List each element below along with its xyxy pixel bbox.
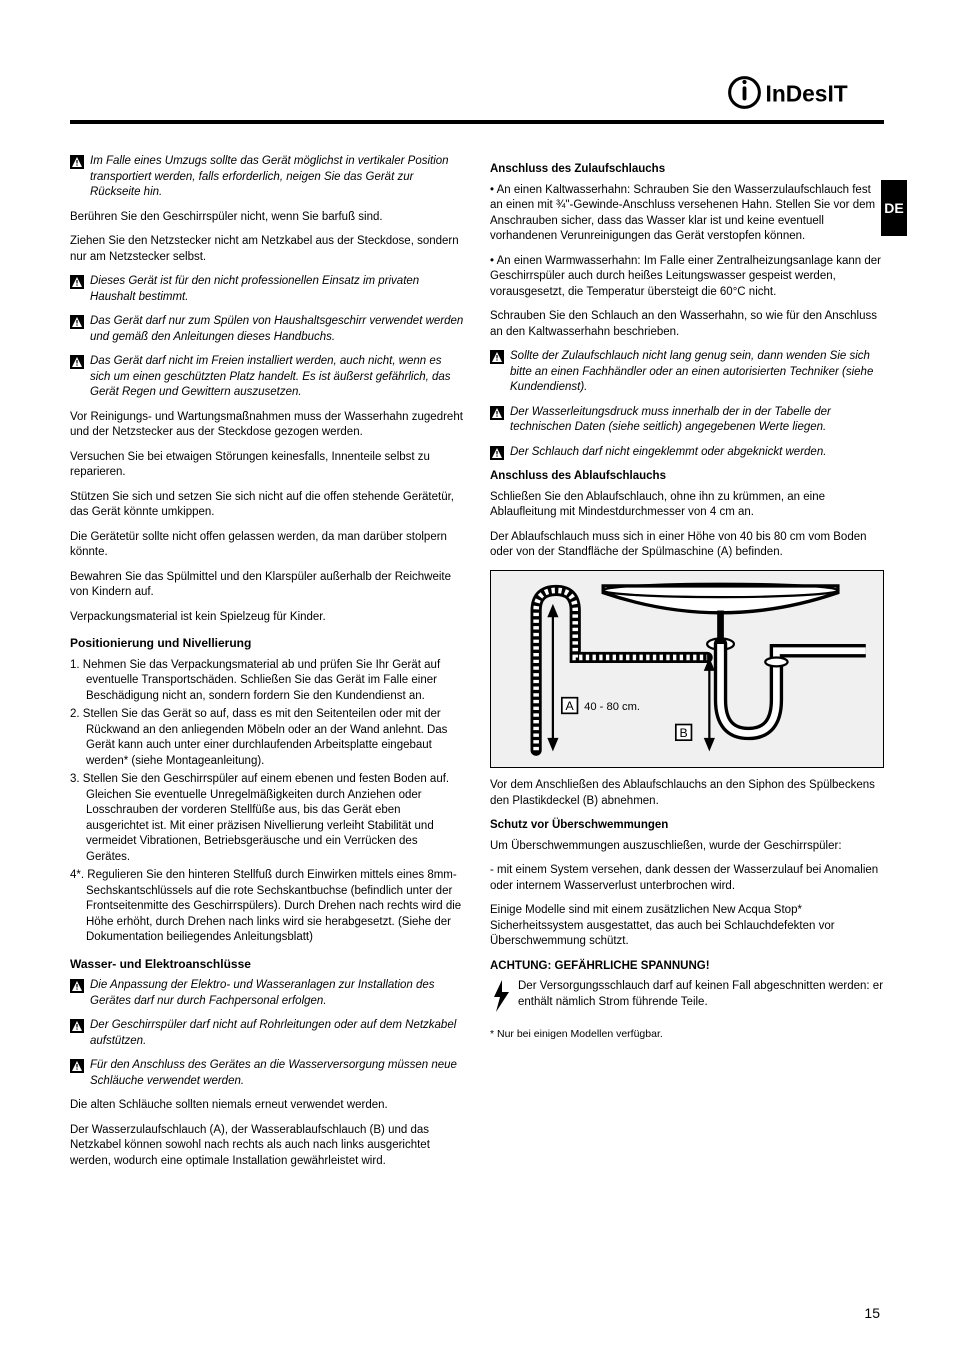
warning-icon: [490, 406, 504, 420]
content-columns: Im Falle eines Umzugs sollte das Gerät m…: [70, 154, 884, 1178]
body-text: • An einen Warmwasserhahn: Im Falle eine…: [490, 254, 884, 301]
svg-text:A: A: [566, 699, 575, 713]
warning-icon: [490, 446, 504, 460]
body-text: Berühren Sie den Geschirrspüler nicht, w…: [70, 210, 464, 226]
body-text: Der Versorgungsschlauch darf auf keinen …: [518, 979, 884, 1010]
section-heading: Wasser- und Elektroanschlüsse: [70, 956, 464, 972]
left-column: Im Falle eines Umzugs sollte das Gerät m…: [70, 154, 464, 1178]
warn-text: Das Gerät darf nur zum Spülen von Hausha…: [90, 314, 464, 345]
numbered-list: 1. Nehmen Sie das Verpackungsmaterial ab…: [70, 658, 464, 946]
drain-hose-diagram-icon: A 40 - 80 cm. B: [497, 577, 877, 756]
svg-text:InDesIT: InDesIT: [765, 80, 847, 106]
body-text: Verpackungsmaterial ist kein Spielzeug f…: [70, 610, 464, 626]
warn-text: Der Schlauch darf nicht eingeklemmt oder…: [510, 445, 884, 461]
body-text: Um Überschwemmungen auszuschließen, wurd…: [490, 839, 884, 855]
warning-icon: [70, 275, 84, 289]
warn-text: Für den Anschluss des Gerätes an die Was…: [90, 1058, 464, 1089]
body-text: Vor Reinigungs- und Wartungsmaßnahmen mu…: [70, 410, 464, 441]
body-text: Der Ablaufschlauch muss sich in einer Hö…: [490, 530, 884, 561]
header-rule: [70, 120, 884, 124]
list-item: 2. Stellen Sie das Gerät so auf, dass es…: [70, 707, 464, 769]
body-text: Bewahren Sie das Spülmittel und den Klar…: [70, 570, 464, 601]
brand-logo: InDesIT: [727, 75, 885, 110]
right-column: Anschluss des Zulaufschlauchs • An einen…: [490, 154, 884, 1178]
body-text: Die alten Schläuche sollten niemals erne…: [70, 1098, 464, 1114]
warn-text: Im Falle eines Umzugs sollte das Gerät m…: [90, 154, 464, 201]
warning-icon: [70, 315, 84, 329]
warn-text: Das Gerät darf nicht im Freien installie…: [90, 354, 464, 401]
warn-text: Der Geschirrspüler darf nicht auf Rohrle…: [90, 1018, 464, 1049]
list-item: 3. Stellen Sie den Geschirrspüler auf ei…: [70, 772, 464, 865]
warn-text: Die Anpassung der Elektro- und Wasseranl…: [90, 978, 464, 1009]
subheading: Anschluss des Zulaufschlauchs: [490, 162, 884, 178]
body-text: Schrauben Sie den Schlauch an den Wasser…: [490, 309, 884, 340]
page-number: 15: [864, 1305, 880, 1321]
body-text: Einige Modelle sind mit einem zusätzlich…: [490, 903, 884, 950]
section-heading: Positionierung und Nivellierung: [70, 635, 464, 651]
footnote: * Nur bei einigen Modellen verfügbar.: [490, 1027, 884, 1041]
body-text: Versuchen Sie bei etwaigen Störungen kei…: [70, 450, 464, 481]
body-text: Der Wasserzulaufschlauch (A), der Wasser…: [70, 1123, 464, 1170]
warning-icon: [70, 155, 84, 169]
high-voltage-icon: [490, 979, 512, 1013]
body-text: Schließen Sie den Ablaufschlauch, ohne i…: [490, 490, 884, 521]
warning-icon: [70, 979, 84, 993]
page: InDesIT DE Im Falle eines Umzugs sollte …: [0, 0, 954, 1351]
warning-icon: [70, 1059, 84, 1073]
list-item: 1. Nehmen Sie das Verpackungsmaterial ab…: [70, 658, 464, 705]
subheading: Schutz vor Überschwemmungen: [490, 818, 884, 834]
body-text: - mit einem System versehen, dank dessen…: [490, 863, 884, 894]
body-text: Die Gerätetür sollte nicht offen gelasse…: [70, 530, 464, 561]
drain-diagram: A 40 - 80 cm. B: [490, 570, 884, 768]
svg-text:40 - 80 cm.: 40 - 80 cm.: [584, 701, 640, 713]
subheading: ACHTUNG: GEFÄHRLICHE SPANNUNG!: [490, 959, 884, 975]
language-tab: DE: [881, 180, 907, 236]
indesit-logo-icon: InDesIT: [727, 75, 885, 110]
list-item: 4*. Regulieren Sie den hinteren Stellfuß…: [70, 868, 464, 946]
warn-text: Dieses Gerät ist für den nicht professio…: [90, 274, 464, 305]
warning-icon: [70, 355, 84, 369]
svg-text:B: B: [680, 726, 688, 740]
body-text: • An einen Kaltwasserhahn: Schrauben Sie…: [490, 183, 884, 245]
warn-text: Der Wasserleitungsdruck muss innerhalb d…: [510, 405, 884, 436]
body-text: Ziehen Sie den Netzstecker nicht am Netz…: [70, 234, 464, 265]
warning-icon: [490, 350, 504, 364]
warning-icon: [70, 1019, 84, 1033]
warn-text: Sollte der Zulaufschlauch nicht lang gen…: [510, 349, 884, 396]
body-text: Vor dem Anschließen des Ablaufschlauchs …: [490, 778, 884, 809]
subheading: Anschluss des Ablaufschlauchs: [490, 469, 884, 485]
body-text: Stützen Sie sich und setzen Sie sich nic…: [70, 490, 464, 521]
